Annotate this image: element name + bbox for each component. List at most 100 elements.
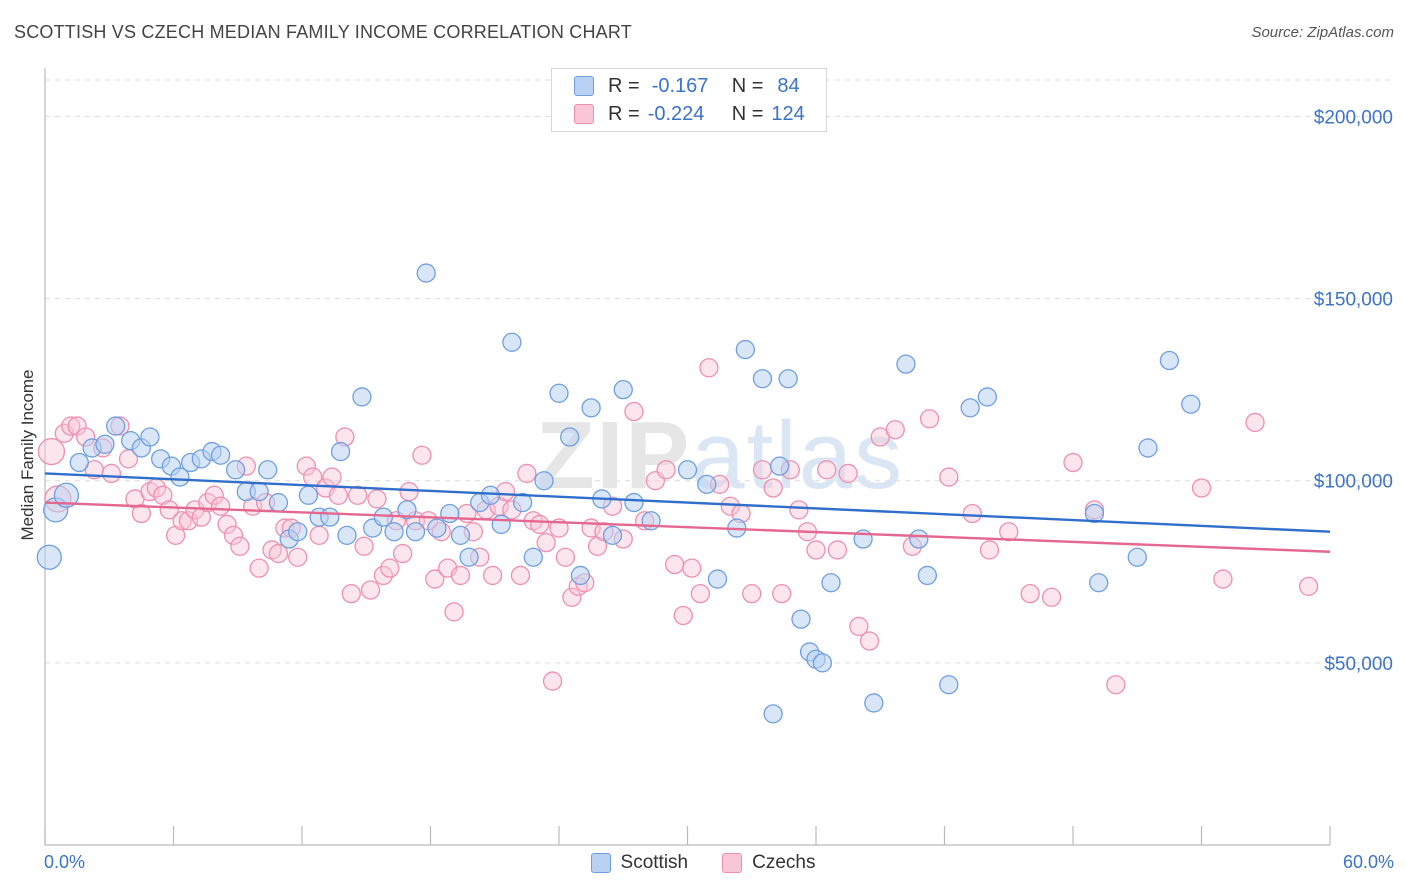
czech-point	[690, 583, 710, 604]
series-legend-czechs: Czechs	[722, 852, 815, 874]
czech-point	[360, 580, 381, 600]
scottish-point	[416, 263, 436, 283]
legend-row-czechs: R = -0.224 N = 124	[574, 102, 805, 126]
scottish-point	[405, 522, 426, 542]
czech-point	[772, 583, 792, 604]
czech-point	[859, 631, 880, 651]
scottish-point	[613, 379, 633, 400]
scottish-point	[1084, 503, 1105, 524]
czech-point	[656, 460, 676, 480]
scottish-point	[977, 387, 997, 407]
watermark-zip: ZIP	[536, 402, 691, 509]
czech-point	[204, 485, 224, 505]
czech-point	[249, 558, 269, 578]
y-tick-label: $150,000	[1314, 290, 1393, 311]
scottish-point	[707, 569, 728, 589]
series-swatch-scottish	[590, 853, 611, 873]
czech-point	[673, 605, 693, 626]
scottish-point	[330, 441, 351, 462]
y-axis-title: Median Family Income	[18, 369, 37, 541]
watermark-text: ZIPatlas	[536, 402, 904, 509]
scottish-point	[397, 500, 417, 520]
czech-point	[217, 514, 237, 535]
scottish-point	[763, 704, 783, 724]
czech-point	[665, 554, 685, 575]
scottish-point	[864, 693, 884, 713]
scottish-point	[36, 544, 62, 570]
czech-point	[720, 496, 740, 516]
czech-point	[399, 481, 419, 502]
chart-title: SCOTTISH VS CZECH MEDIAN FAMILY INCOME C…	[14, 22, 632, 42]
scottish-point	[624, 492, 644, 513]
czech-point	[425, 569, 445, 589]
scottish-point	[459, 547, 479, 567]
czech-point	[1298, 576, 1319, 597]
scottish-point	[560, 427, 580, 447]
czech-point	[517, 463, 537, 484]
czech-point	[444, 602, 464, 622]
legend-swatch-czechs	[574, 104, 594, 124]
czech-point	[367, 489, 387, 509]
czech-point	[373, 565, 394, 586]
series-label-czechs: Czechs	[752, 852, 816, 873]
source-credit: Source: ZipAtlas.com	[1251, 24, 1394, 41]
czech-point	[309, 525, 329, 546]
czech-point	[230, 536, 250, 556]
czech-point	[210, 496, 231, 516]
legend-r-value: -0.224	[647, 102, 705, 125]
scottish-point	[917, 565, 938, 586]
scottish-point	[812, 653, 833, 673]
czech-point	[1191, 478, 1212, 498]
legend-n-label: N =	[731, 102, 764, 125]
czech-point	[482, 565, 503, 586]
scottish-point	[249, 481, 269, 502]
series-swatch-czechs	[722, 853, 743, 873]
scottish-point	[549, 383, 569, 403]
czech-point	[919, 409, 940, 429]
czech-point	[159, 500, 179, 520]
czech-point	[172, 511, 192, 531]
scottish-point	[960, 398, 980, 418]
czech-point	[348, 485, 368, 505]
scottish-point	[909, 529, 929, 549]
czech-point	[322, 467, 342, 487]
scottish-point	[523, 547, 543, 567]
czech-point	[1063, 452, 1083, 473]
series-legend: Scottish Czechs	[0, 852, 1406, 874]
czech-point	[268, 543, 289, 564]
scottish-point	[534, 471, 554, 491]
czech-point	[542, 671, 563, 691]
scottish-point	[320, 507, 340, 527]
scottish-point	[491, 514, 511, 535]
scottish-point	[570, 565, 591, 586]
czech-point	[562, 587, 582, 607]
scottish-point	[373, 507, 394, 527]
scottish-point	[427, 518, 447, 538]
scottish-point	[140, 427, 160, 447]
legend-swatch-scottish	[574, 76, 594, 96]
czech-point	[393, 543, 413, 564]
scottish-point	[896, 354, 916, 374]
czech-point	[510, 565, 531, 586]
czech-point	[763, 478, 783, 498]
czech-point	[624, 401, 644, 422]
legend-r-label: R =	[608, 102, 640, 125]
czech-point	[1106, 675, 1126, 695]
czechs-trend-line	[44, 501, 1331, 553]
scottish-point	[337, 525, 357, 546]
czech-point	[555, 547, 576, 567]
scottish-point	[1181, 394, 1201, 414]
legend-r-value: -0.167	[651, 74, 709, 97]
czech-point	[817, 460, 837, 480]
scottish-point	[677, 460, 698, 480]
czech-point	[999, 522, 1019, 542]
y-tick-label: $200,000	[1314, 107, 1393, 128]
scottish-point	[440, 503, 460, 524]
scottish-point	[1089, 573, 1109, 593]
czech-point	[789, 500, 809, 520]
czech-point	[530, 514, 550, 535]
scottish-point	[53, 482, 80, 508]
scottish-point	[210, 445, 231, 465]
czech-point	[962, 503, 982, 524]
czech-point	[742, 583, 762, 604]
